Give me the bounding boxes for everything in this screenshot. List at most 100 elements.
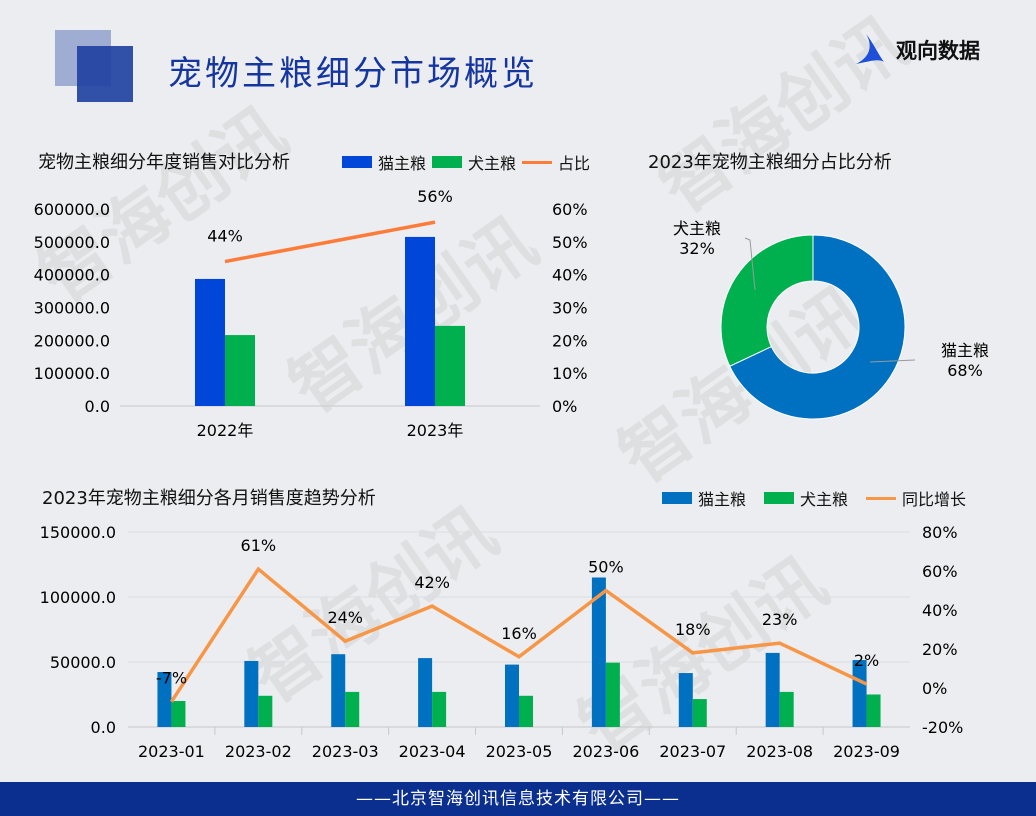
y2-tick-label: -20% xyxy=(922,718,963,737)
y2-tick-label: 40% xyxy=(922,601,958,620)
footer: ——北京智海创讯信息技术有限公司—— xyxy=(0,782,1036,816)
y-tick-label: 50000.0 xyxy=(50,653,116,672)
line-占比 xyxy=(224,220,436,264)
legend-swatch xyxy=(764,492,795,504)
legend-swatch xyxy=(522,160,553,164)
y2-tick-label: 30% xyxy=(552,299,588,318)
data-label: -7% xyxy=(156,669,187,688)
y-tick-label: 600000.0 xyxy=(34,200,110,219)
brand-logo: 观向数据 xyxy=(852,32,980,68)
data-label: 16% xyxy=(501,624,537,643)
brand-name: 观向数据 xyxy=(896,39,980,63)
y-tick-label: 500000.0 xyxy=(34,233,110,252)
x-tick-label: 2023年 xyxy=(407,421,464,440)
x-tick-label: 2023-08 xyxy=(746,742,813,761)
chart1-legend: 猫主粮 犬主粮 占比 xyxy=(342,150,590,174)
slice-label: 猫主粮 xyxy=(941,341,989,360)
legend-label: 占比 xyxy=(558,154,591,173)
y-tick-label: 0.0 xyxy=(85,397,110,416)
bar-犬主粮 xyxy=(432,691,447,727)
bar-猫主粮 xyxy=(331,654,346,727)
legend-swatch xyxy=(342,156,372,168)
x-tick-label: 2023-02 xyxy=(225,742,292,761)
leader-line xyxy=(869,359,916,363)
y-tick-label: 300000.0 xyxy=(34,299,110,318)
legend-swatch xyxy=(432,156,463,168)
chart1-title: 宠物主粮细分年度销售对比分析 xyxy=(38,152,290,173)
bar-犬主粮 xyxy=(171,701,186,727)
donut-slice-猫主粮 xyxy=(729,234,906,420)
y2-tick-label: 60% xyxy=(552,200,588,219)
data-label: 2% xyxy=(854,651,879,670)
bar-犬主粮 xyxy=(225,335,255,406)
donut-slice-犬主粮 xyxy=(720,234,814,367)
y2-tick-label: 0% xyxy=(922,679,947,698)
x-tick-label: 2023-09 xyxy=(833,742,900,761)
y-tick-label: 400000.0 xyxy=(34,266,110,285)
bar-猫主粮 xyxy=(765,652,780,727)
line-同比增长 xyxy=(169,566,868,703)
slice-label: 犬主粮 xyxy=(673,219,721,238)
bar-犬主粮 xyxy=(779,691,794,727)
x-tick-label: 2023-01 xyxy=(138,742,205,761)
y-tick-label: 0.0 xyxy=(91,718,116,737)
x-tick-label: 2023-06 xyxy=(572,742,639,761)
bar-猫主粮 xyxy=(195,278,225,406)
bar-猫主粮 xyxy=(678,673,693,727)
chart2-title: 2023年宠物主粮细分占比分析 xyxy=(648,152,892,173)
bar-犬主粮 xyxy=(345,691,360,727)
legend-label: 同比增长 xyxy=(902,490,967,509)
legend-swatch xyxy=(662,492,692,504)
legend-swatch xyxy=(866,496,897,500)
chart3-title: 2023年宠物主粮细分各月销售度趋势分析 xyxy=(42,488,376,509)
data-label: 61% xyxy=(241,536,277,555)
chart3-legend: 猫主粮 犬主粮 同比增长 xyxy=(662,486,966,510)
data-label: 50% xyxy=(588,558,624,577)
data-label: 42% xyxy=(414,573,450,592)
bar-猫主粮 xyxy=(157,672,172,727)
y2-tick-label: 40% xyxy=(552,266,588,285)
bar-猫主粮 xyxy=(405,236,435,406)
y-tick-label: 200000.0 xyxy=(34,331,110,350)
page-title: 宠物主粮细分市场概览 xyxy=(168,54,538,94)
slice-value: 32% xyxy=(679,239,715,258)
data-label: 56% xyxy=(417,187,453,206)
bar-犬主粮 xyxy=(258,695,273,727)
data-label: 44% xyxy=(207,227,243,246)
data-label: 23% xyxy=(762,610,798,629)
y2-tick-label: 20% xyxy=(552,331,588,350)
legend-label: 犬主粮 xyxy=(468,154,517,173)
data-label: 24% xyxy=(327,608,363,627)
x-tick-label: 2022年 xyxy=(197,421,254,440)
bar-犬主粮 xyxy=(605,662,620,727)
slice-value: 68% xyxy=(947,361,983,380)
y-tick-label: 100000.0 xyxy=(40,588,116,607)
leader-line xyxy=(744,237,756,291)
legend-label: 犬主粮 xyxy=(800,490,849,509)
bar-猫主粮 xyxy=(505,664,519,727)
y-tick-label: 150000.0 xyxy=(40,523,116,542)
x-tick-label: 2023-03 xyxy=(312,742,379,761)
x-tick-label: 2023-05 xyxy=(486,742,553,761)
y2-tick-label: 60% xyxy=(922,562,958,581)
bar-犬主粮 xyxy=(519,695,533,727)
decor-square xyxy=(77,46,133,102)
x-tick-label: 2023-04 xyxy=(399,742,466,761)
y-tick-label: 100000.0 xyxy=(34,364,110,383)
bar-猫主粮 xyxy=(418,658,433,727)
bar-猫主粮 xyxy=(852,660,867,727)
y2-tick-label: 50% xyxy=(552,233,588,252)
bar-猫主粮 xyxy=(244,660,259,727)
bar-犬主粮 xyxy=(692,699,707,727)
data-label: 18% xyxy=(675,620,711,639)
x-tick-label: 2023-07 xyxy=(659,742,726,761)
y2-tick-label: 0% xyxy=(552,397,577,416)
brand-logo-icon xyxy=(856,34,884,64)
bar-猫主粮 xyxy=(591,577,606,727)
y2-tick-label: 80% xyxy=(922,523,958,542)
legend-label: 猫主粮 xyxy=(698,490,747,509)
legend-label: 猫主粮 xyxy=(378,154,427,173)
bar-犬主粮 xyxy=(435,325,465,406)
y2-tick-label: 10% xyxy=(552,364,588,383)
